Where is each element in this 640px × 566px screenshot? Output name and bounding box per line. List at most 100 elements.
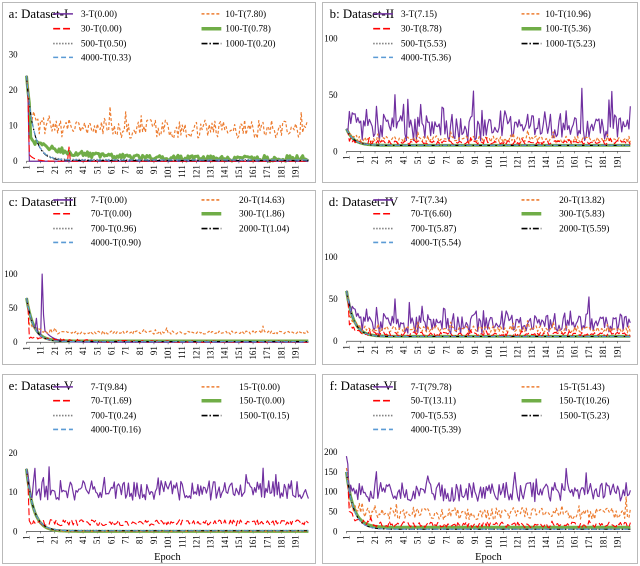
chart-svg: a: Dataset-I 3-T(0.00) 10-T(7.80) 30-T(0.00… [3, 7, 310, 179]
x-tick-label: 151 [234, 346, 244, 359]
series-line-1500-t-5-23 [345, 471, 631, 530]
x-tick-label: 181 [598, 155, 608, 168]
x-tick-label: 111 [498, 535, 508, 548]
y-tick-label: 30 [9, 49, 18, 59]
x-tick-label: 191 [291, 535, 301, 548]
x-tick-label: 11 [356, 535, 366, 544]
x-tick-label: 61 [427, 535, 437, 544]
x-tick-label: 1 [21, 165, 31, 169]
chart-title: c: Dataset-III [9, 195, 77, 209]
series-line-500-t-0-50 [25, 75, 309, 160]
x-tick-label: 41 [78, 346, 88, 355]
x-tick-label: 171 [584, 535, 594, 548]
x-tick-label: 71 [441, 535, 451, 544]
x-tick-label: 21 [370, 535, 380, 544]
series-line-10-t-10-96 [346, 128, 631, 144]
series-line-2000-t-5-59 [346, 290, 631, 338]
x-tick-label: 121 [513, 155, 523, 168]
x-tick-label: 141 [541, 345, 551, 358]
x-tick-label: 151 [234, 165, 244, 178]
x-tick-label: 141 [541, 155, 551, 168]
legend-label-10-t-7-80: 10-T(7.80) [225, 9, 266, 20]
chart-svg: d: Dataset-IV 7-T(7.34) 20-T(13.82) 70-T(6.… [323, 195, 631, 359]
legend-label-1500-t-5-23: 1500-T(5.23) [559, 411, 609, 422]
chart-panel-dataset-vi: f: Dataset-VI 7-T(79.78) 15-T(51.43) 50-T(1… [322, 374, 638, 564]
x-tick-label: 161 [248, 535, 258, 548]
series-line-150-t-10-26 [344, 471, 631, 529]
x-tick-label: 41 [78, 535, 88, 544]
x-tick-label: 81 [456, 155, 466, 164]
y-tick-label: 0 [13, 156, 18, 166]
x-tick-label: 51 [413, 535, 423, 544]
x-tick-label: 1 [21, 535, 31, 539]
x-tick-label: 101 [484, 155, 494, 168]
x-tick-label: 41 [78, 165, 88, 174]
legend-label-150-t-0-00: 150-T(0.00) [239, 396, 285, 407]
series-line-3-t-7-15 [345, 87, 631, 142]
x-tick-label: 181 [276, 346, 286, 359]
x-tick-label: 21 [50, 346, 60, 355]
x-tick-label: 141 [220, 165, 230, 178]
y-tick-label: 50 [9, 303, 18, 313]
x-axis-label: Epoch [154, 552, 181, 563]
x-tick-label: 191 [291, 165, 301, 178]
series-line-15-t-51-43 [345, 467, 631, 521]
x-tick-label: 181 [276, 535, 286, 548]
x-tick-label: 101 [163, 346, 173, 359]
legend-label-150-t-10-26: 150-T(10.26) [559, 396, 609, 407]
legend-label-500-t-5-53: 500-T(5.53) [401, 39, 447, 50]
legend-label-100-t-5-36: 100-T(5.36) [545, 24, 591, 35]
x-tick-label: 1 [342, 345, 352, 349]
legend-label-700-t-0-96: 700-T(0.96) [91, 224, 137, 235]
x-tick-label: 121 [191, 346, 201, 359]
x-tick-label: 61 [106, 165, 116, 174]
x-tick-label: 101 [484, 535, 494, 548]
x-tick-label: 131 [206, 535, 216, 548]
y-tick-label: 20 [9, 448, 18, 458]
x-tick-label: 71 [121, 535, 131, 544]
x-tick-label: 31 [384, 345, 394, 354]
x-tick-label: 31 [384, 155, 394, 164]
legend-label-300-t-5-83: 300-T(5.83) [559, 209, 605, 220]
y-tick-label: 0 [333, 146, 338, 156]
series-line-4000-t-0-33 [25, 75, 309, 161]
legend-label-4000-t-5-36: 4000-T(5.36) [401, 52, 451, 63]
chart-svg: c: Dataset-III 7-T(0.00) 20-T(14.63) 70-T(0… [3, 195, 309, 360]
x-tick-label: 191 [290, 346, 300, 359]
x-tick-label: 21 [50, 165, 60, 174]
series-line-150-t-0-00 [24, 468, 309, 533]
x-tick-label: 31 [384, 535, 394, 544]
series-line-70-t-6-60 [346, 290, 631, 338]
series-line-30-t-8-78 [346, 128, 631, 146]
series-line-70-t-1-69 [25, 468, 309, 527]
x-tick-label: 51 [92, 165, 102, 174]
x-tick-label: 181 [598, 535, 608, 548]
x-tick-label: 71 [441, 345, 451, 354]
y-tick-label: 200 [324, 447, 338, 457]
x-tick-label: 191 [612, 345, 622, 358]
x-tick-label: 91 [149, 535, 159, 544]
series-line-7-t-7-34 [345, 290, 631, 335]
x-tick-label: 151 [555, 345, 565, 358]
x-tick-label: 171 [584, 155, 594, 168]
y-axis-label: MAE [3, 481, 6, 504]
y-tick-label: 100 [324, 487, 338, 497]
x-tick-label: 151 [555, 155, 565, 168]
x-tick-label: 121 [513, 345, 523, 358]
legend-label-50-t-13-11: 50-T(13.11) [411, 396, 456, 407]
y-tick-label: 0 [333, 526, 338, 536]
x-tick-label: 181 [276, 165, 286, 178]
chart-svg: f: Dataset-VI 7-T(79.78) 15-T(51.43) 50-T(1… [323, 379, 631, 563]
x-tick-label: 51 [92, 346, 102, 355]
x-tick-label: 131 [527, 155, 537, 168]
series-line-700-t-0-96 [25, 297, 309, 343]
series-line-4000-t-0-16 [25, 468, 309, 532]
series-line-2000-t-1-04 [25, 297, 309, 343]
y-tick-label: 50 [329, 90, 338, 100]
chart-svg: e: Dataset-V 7-T(9.84) 15-T(0.00) 70-T(1.69… [3, 379, 309, 563]
legend-label-7-t-9-84: 7-T(9.84) [91, 382, 127, 393]
legend-label-1000-t-0-20: 1000-T(0.20) [225, 39, 275, 50]
x-tick-label: 161 [570, 535, 580, 548]
chart-panel-dataset-iii: c: Dataset-III 7-T(0.00) 20-T(14.63) 70-T(0… [2, 190, 316, 365]
legend-label-1000-t-5-23: 1000-T(5.23) [545, 39, 595, 50]
